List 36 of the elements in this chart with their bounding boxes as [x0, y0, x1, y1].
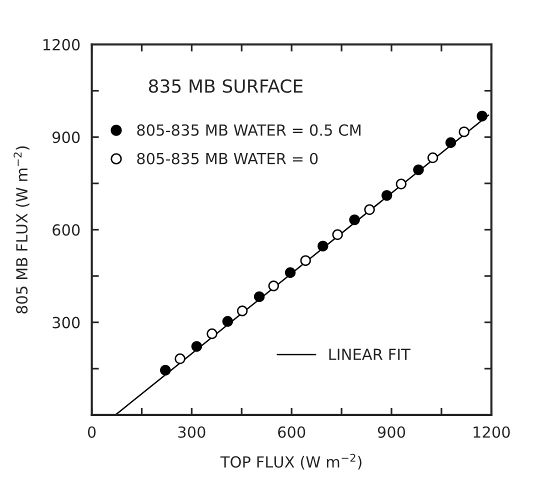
point [445, 137, 456, 148]
point [174, 353, 186, 364]
y-tick-label: 900 [52, 132, 80, 144]
annotation: 835 MB SURFACE [148, 79, 303, 93]
point [458, 126, 470, 138]
point [318, 240, 328, 252]
legend-label: 805-835 MB WATER = 0.5 CM [137, 124, 360, 136]
x-axis-title: TOP FLUX (W m$^{−2}$) [220, 454, 362, 470]
point [254, 291, 265, 302]
point [222, 316, 234, 327]
point [427, 152, 438, 164]
point [236, 306, 248, 316]
point [206, 328, 218, 340]
point [476, 110, 488, 122]
x-tick-label: 1200 [474, 426, 510, 438]
legend-label: LINEAR FIT [329, 348, 410, 360]
point [381, 190, 392, 201]
y-tick-label: 600 [52, 224, 80, 236]
point [364, 204, 375, 215]
x-tick-label: 900 [378, 426, 406, 438]
legend-label: 805-835 MB WATER = 0 [137, 152, 318, 164]
point [396, 178, 407, 190]
point [160, 364, 171, 376]
point [413, 164, 424, 176]
x-tick-label: 0 [88, 426, 96, 438]
y-tick-label: 300 [52, 316, 80, 328]
x-tick-label: 600 [278, 426, 306, 438]
y-tick-label: 1200 [43, 38, 80, 50]
point [332, 229, 343, 240]
point [349, 214, 360, 226]
x-tick-label: 300 [178, 426, 206, 438]
point [268, 280, 279, 292]
point [284, 267, 296, 278]
point [191, 341, 202, 352]
point [300, 255, 311, 266]
y-axis-title: 805 MB FLUX (W m$^{−2}$) [14, 146, 30, 314]
